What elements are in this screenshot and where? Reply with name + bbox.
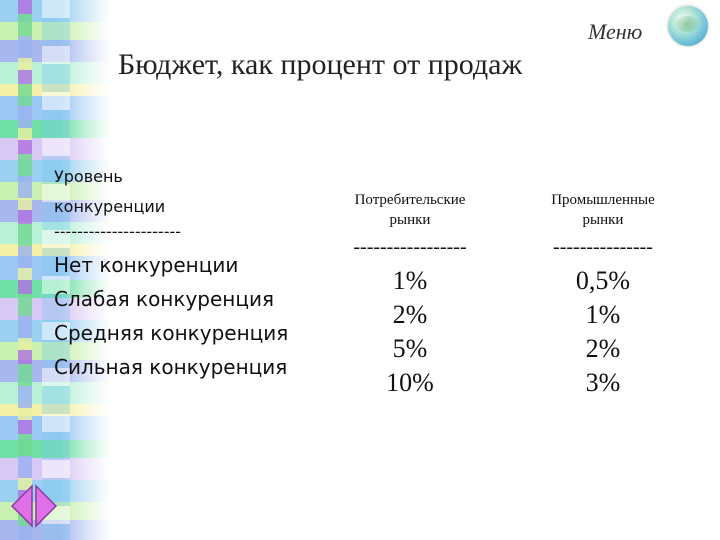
consumer-value-medium-competition: 5% bbox=[392, 334, 428, 363]
consumer-value-strong-competition: 10% bbox=[386, 368, 434, 397]
row-label-medium-competition: Средняя конкуренция bbox=[54, 321, 289, 345]
row-header-line-1: Уровень bbox=[54, 167, 123, 186]
menu-link[interactable]: Меню bbox=[588, 19, 643, 44]
row-label-strong-competition: Сильная конкуренция bbox=[54, 355, 288, 379]
industrial-markets-column: Промышленные рынки --------------- 0,5% … bbox=[518, 190, 688, 400]
consumer-header-line-1: Потребительские bbox=[354, 192, 466, 208]
row-label-weak-competition: Слабая конкуренция bbox=[54, 287, 275, 311]
page-title: Бюджет, как процент от продаж bbox=[118, 48, 523, 81]
arrow-right-icon[interactable] bbox=[35, 484, 58, 528]
slide-navigation bbox=[10, 484, 58, 528]
consumer-markets-column: Потребительские рынки ----------------- … bbox=[320, 190, 500, 400]
decorative-side-strip bbox=[0, 0, 110, 540]
consumer-value-no-competition: 1% bbox=[392, 266, 428, 295]
row-header-line-2: конкуренции bbox=[54, 197, 166, 216]
industrial-value-strong-competition: 3% bbox=[585, 368, 621, 397]
consumer-value-weak-competition: 2% bbox=[392, 300, 428, 329]
row-label-no-competition: Нет конкуренции bbox=[54, 253, 239, 277]
industrial-header-line-1: Промышленные bbox=[551, 192, 655, 208]
row-header-divider: ---------------------- bbox=[54, 222, 182, 241]
consumer-header-line-2: рынки bbox=[389, 212, 431, 228]
arrow-left-icon[interactable] bbox=[10, 484, 33, 528]
competition-level-column: Уровень конкуренции --------------------… bbox=[54, 162, 344, 384]
globe-icon[interactable] bbox=[668, 6, 708, 46]
industrial-divider: --------------- bbox=[553, 236, 653, 258]
industrial-value-no-competition: 0,5% bbox=[575, 266, 631, 295]
industrial-value-weak-competition: 1% bbox=[585, 300, 621, 329]
industrial-value-medium-competition: 2% bbox=[585, 334, 621, 363]
industrial-header-line-2: рынки bbox=[582, 212, 624, 228]
consumer-divider: ----------------- bbox=[353, 236, 467, 258]
